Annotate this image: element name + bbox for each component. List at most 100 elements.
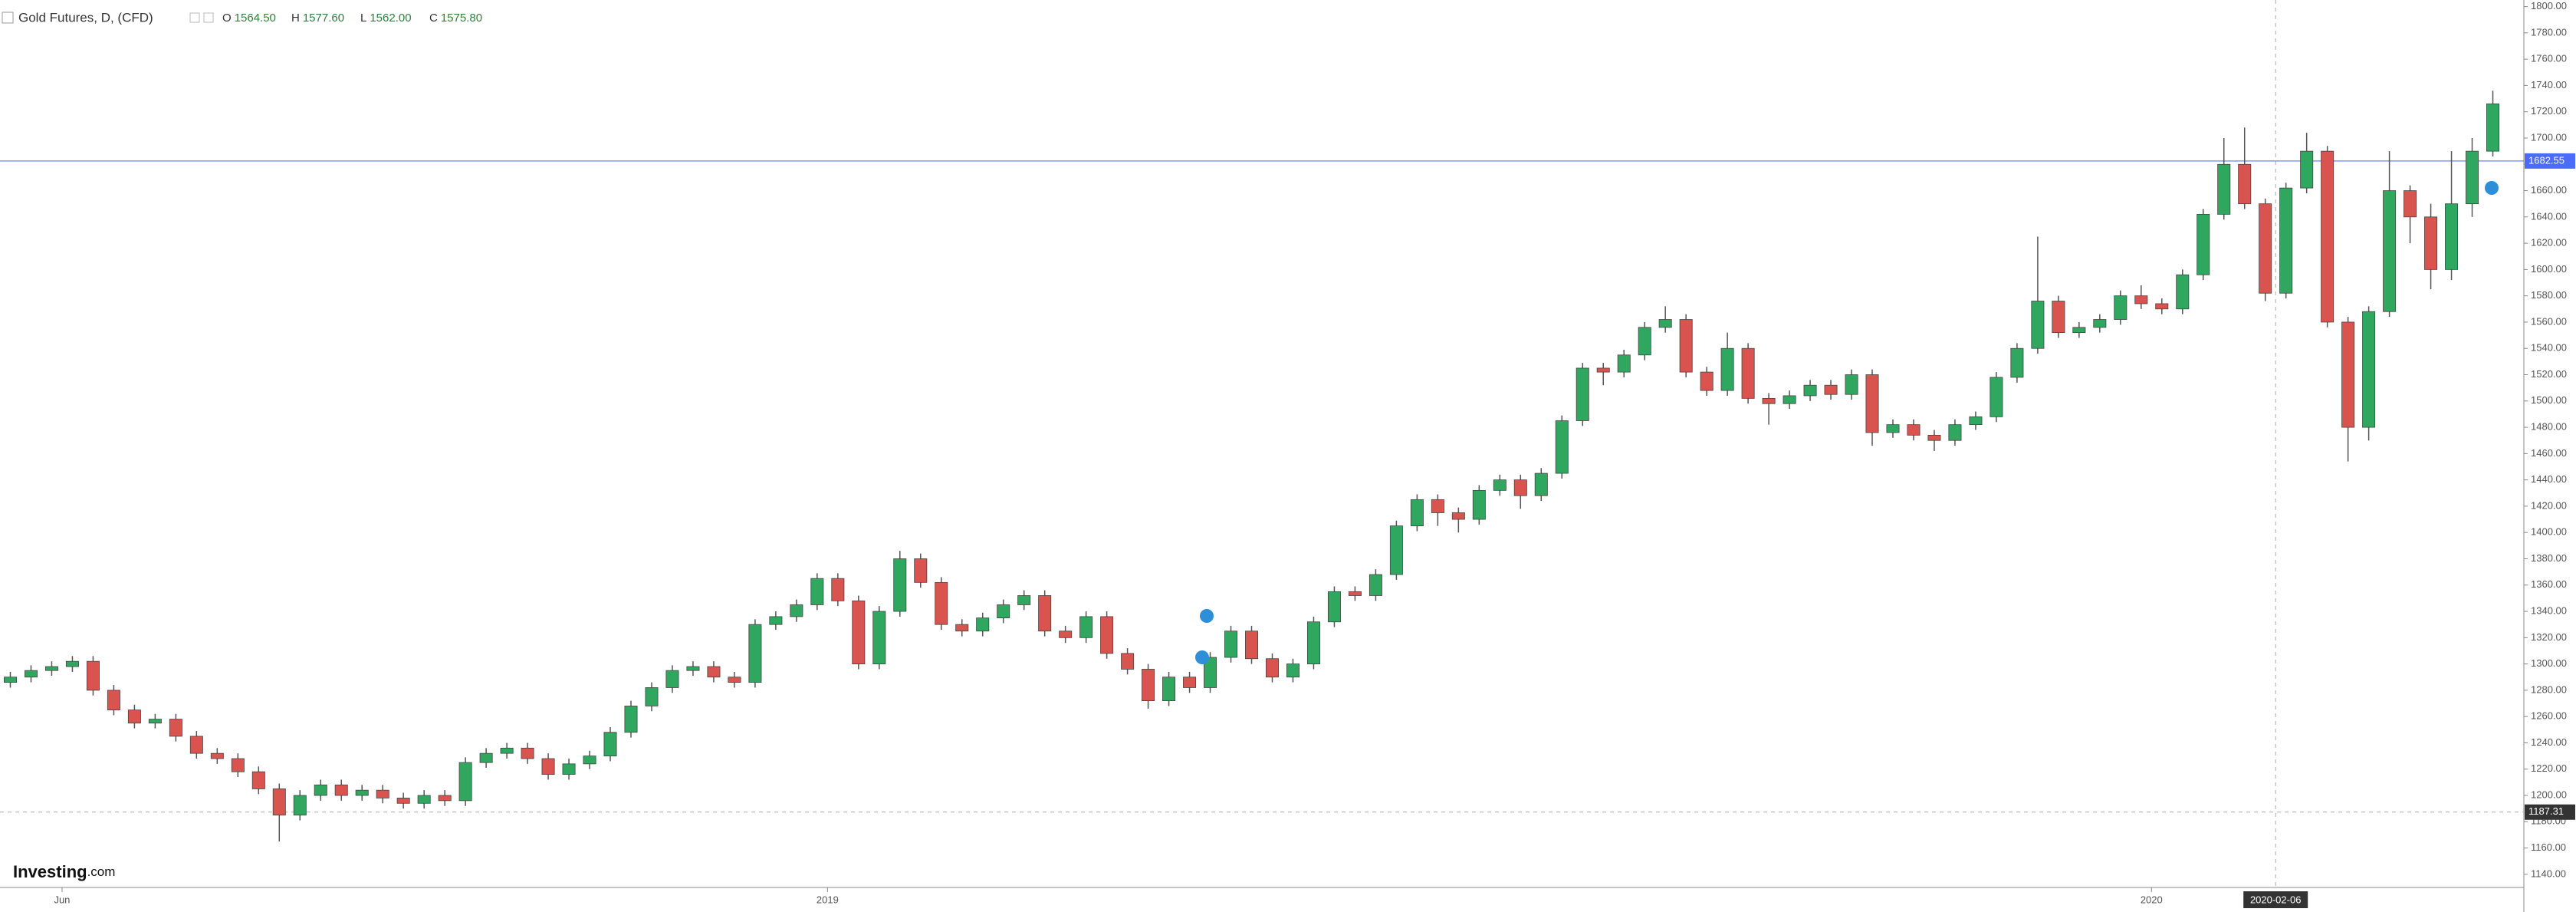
candle-body (2341, 321, 2355, 428)
candle-body (665, 670, 679, 688)
y-tick-label: 1740.00 (2531, 79, 2567, 91)
candle-body (1886, 424, 1900, 433)
candle-body (997, 604, 1010, 619)
candle-body (748, 624, 762, 683)
candle-body (1348, 591, 1362, 596)
candle-body (1183, 677, 1197, 688)
candle-body (1306, 621, 1320, 665)
y-tick-label: 1360.00 (2531, 578, 2567, 590)
candle-body (2114, 295, 2128, 320)
candle-body (831, 578, 845, 601)
candle-body (251, 771, 265, 789)
legend-value: 1564.50 (235, 12, 276, 25)
candle-body (1286, 663, 1300, 678)
candle-body (852, 600, 866, 665)
candle-body (2404, 190, 2417, 218)
plot (0, 0, 2524, 887)
candle-body (1079, 616, 1093, 638)
candle-body (293, 795, 307, 816)
candle-body (686, 666, 700, 671)
candle-body (976, 617, 990, 632)
candle-body (1555, 420, 1569, 474)
candle-body (1265, 658, 1279, 678)
candle-body (1327, 591, 1341, 623)
candle-body (955, 624, 969, 632)
candle-body (872, 611, 886, 665)
candle-body (1204, 657, 1217, 688)
candle-body (1059, 630, 1073, 638)
candle-body (1596, 367, 1610, 373)
event-marker[interactable] (1195, 650, 1209, 664)
y-tick-label: 1660.00 (2531, 184, 2567, 196)
candle-body (2217, 163, 2231, 215)
candle-body (1741, 347, 1755, 399)
y-tick-label: 1260.00 (2531, 710, 2567, 722)
legend-key: O (222, 12, 232, 25)
candle-body (1493, 479, 1506, 491)
candle-body (2052, 301, 2065, 334)
candle-body (1451, 512, 1465, 520)
candle-body (769, 616, 783, 625)
candle-body (1100, 616, 1114, 654)
y-tick-label: 1640.00 (2531, 210, 2567, 222)
candle-body (893, 558, 907, 612)
candle-body (1638, 327, 1651, 356)
y-tick-label: 1420.00 (2531, 499, 2567, 511)
event-marker[interactable] (1200, 609, 1214, 623)
candle-body (1245, 630, 1259, 660)
legend-value: 1577.60 (303, 12, 344, 25)
chart-title: Gold Futures, D, (CFD) (18, 10, 153, 25)
candle-body (2072, 327, 2086, 334)
candle-body (1865, 374, 1879, 433)
candle-body (355, 789, 369, 796)
candle-body (1658, 319, 1672, 328)
candle-body (169, 719, 182, 737)
candle-body (1472, 489, 1486, 520)
y-tick-label: 1720.00 (2531, 105, 2567, 117)
candle-body (1700, 371, 1714, 391)
candle-body (2362, 311, 2376, 428)
y-tick-label: 1800.00 (2531, 0, 2567, 12)
y-tick-label: 1500.00 (2531, 394, 2567, 406)
candle-body (2321, 150, 2334, 323)
candle-body (458, 762, 472, 802)
candle-body (1576, 367, 1589, 421)
y-tick-label: 1380.00 (2531, 552, 2567, 564)
y-tick-label: 1140.00 (2531, 868, 2566, 879)
y-tick-label: 1220.00 (2531, 762, 2567, 774)
event-marker[interactable] (2485, 181, 2499, 195)
candle-body (1679, 319, 1693, 373)
settings-icon[interactable] (189, 12, 200, 23)
candle-body (107, 690, 120, 711)
crosshair-x-label: 2020-02-06 (2250, 894, 2302, 905)
y-tick-label: 1560.00 (2531, 315, 2567, 327)
candle-body (1720, 347, 1734, 391)
candle-body (2155, 303, 2169, 310)
candle-body (86, 660, 100, 691)
collapse-icon[interactable] (2, 12, 14, 24)
candle-body (479, 752, 493, 763)
candle-body (1845, 374, 1858, 395)
candle-body (2093, 319, 2107, 328)
candle-body (935, 581, 948, 625)
candle-body (1990, 377, 2003, 417)
legend-item: C 1575.80 (429, 12, 482, 25)
y-tick-label: 1480.00 (2531, 421, 2567, 433)
candle-body (438, 795, 452, 802)
candle-body (1121, 653, 1135, 670)
candle-body (1534, 472, 1548, 496)
crosshair-y-label: 1187.31 (2528, 805, 2564, 817)
legend-item: L 1562.00 (360, 12, 412, 25)
candle-body (1948, 424, 1962, 441)
brand-suffix: .com (87, 864, 116, 879)
y-tick-label: 1200.00 (2531, 789, 2567, 800)
candle-body (790, 604, 803, 617)
y-tick-label: 1340.00 (2531, 604, 2567, 616)
candle-body (2383, 190, 2397, 312)
candle-body (127, 710, 141, 724)
close-icon[interactable] (203, 12, 214, 23)
candle-body (2259, 203, 2272, 294)
price-label: 1682.55 (2528, 154, 2564, 166)
candle-body (521, 747, 534, 759)
